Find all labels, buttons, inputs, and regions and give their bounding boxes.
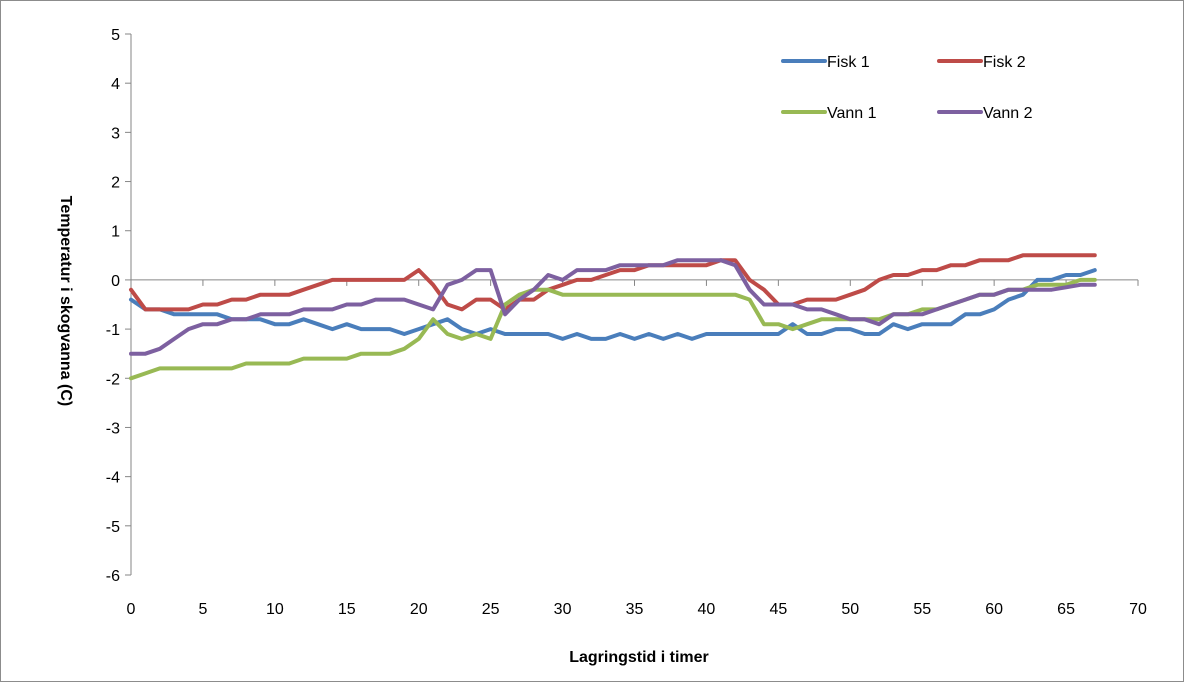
y-tick-label: 1: [111, 224, 120, 241]
y-tick-label: -6: [106, 568, 120, 585]
x-tick-label: 70: [1129, 601, 1147, 618]
legend: Fisk 1 Fisk 2 Vann 1 Vann 2: [781, 54, 1033, 122]
x-tick-label: 15: [338, 601, 356, 618]
x-tick-label: 50: [841, 601, 859, 618]
x-axis-title: Lagringstid i timer: [569, 649, 709, 666]
y-tick-label: -2: [106, 371, 120, 388]
y-tick-label: 4: [111, 76, 120, 93]
x-tick-label: 10: [266, 601, 284, 618]
x-tick-label: 5: [198, 601, 207, 618]
x-tick-label: 40: [698, 601, 716, 618]
x-tick-label: 55: [913, 601, 931, 618]
x-tick-label: 30: [554, 601, 572, 618]
x-tick-label: 45: [769, 601, 787, 618]
legend-label-fisk-1: Fisk 1: [827, 54, 870, 71]
series-lines: [129, 253, 1097, 381]
y-tick-label: -4: [106, 470, 120, 487]
series-line-fisk-2: [129, 253, 1097, 312]
y-tick-label: -1: [106, 322, 120, 339]
y-tick-label: 5: [111, 27, 120, 44]
x-tick-label: 0: [127, 601, 136, 618]
legend-label-fisk-2: Fisk 2: [983, 54, 1026, 71]
series-line-vann-2: [129, 258, 1097, 356]
y-tick-label: 0: [111, 273, 120, 290]
x-tick-label: 25: [482, 601, 500, 618]
y-axis-title: Temperatur i skogvanna (C): [57, 196, 74, 406]
legend-label-vann-1: Vann 1: [827, 105, 877, 122]
x-tick-label: 20: [410, 601, 428, 618]
x-tick-label: 35: [626, 601, 644, 618]
x-tick-label: 65: [1057, 601, 1075, 618]
y-tick-label: -5: [106, 519, 120, 536]
y-tick-label: -3: [106, 420, 120, 437]
legend-label-vann-2: Vann 2: [983, 105, 1033, 122]
y-tick-label: 2: [111, 175, 120, 192]
x-tick-label: 60: [985, 601, 1003, 618]
y-tick-label: 3: [111, 125, 120, 142]
series-line-fisk-1: [129, 268, 1097, 341]
